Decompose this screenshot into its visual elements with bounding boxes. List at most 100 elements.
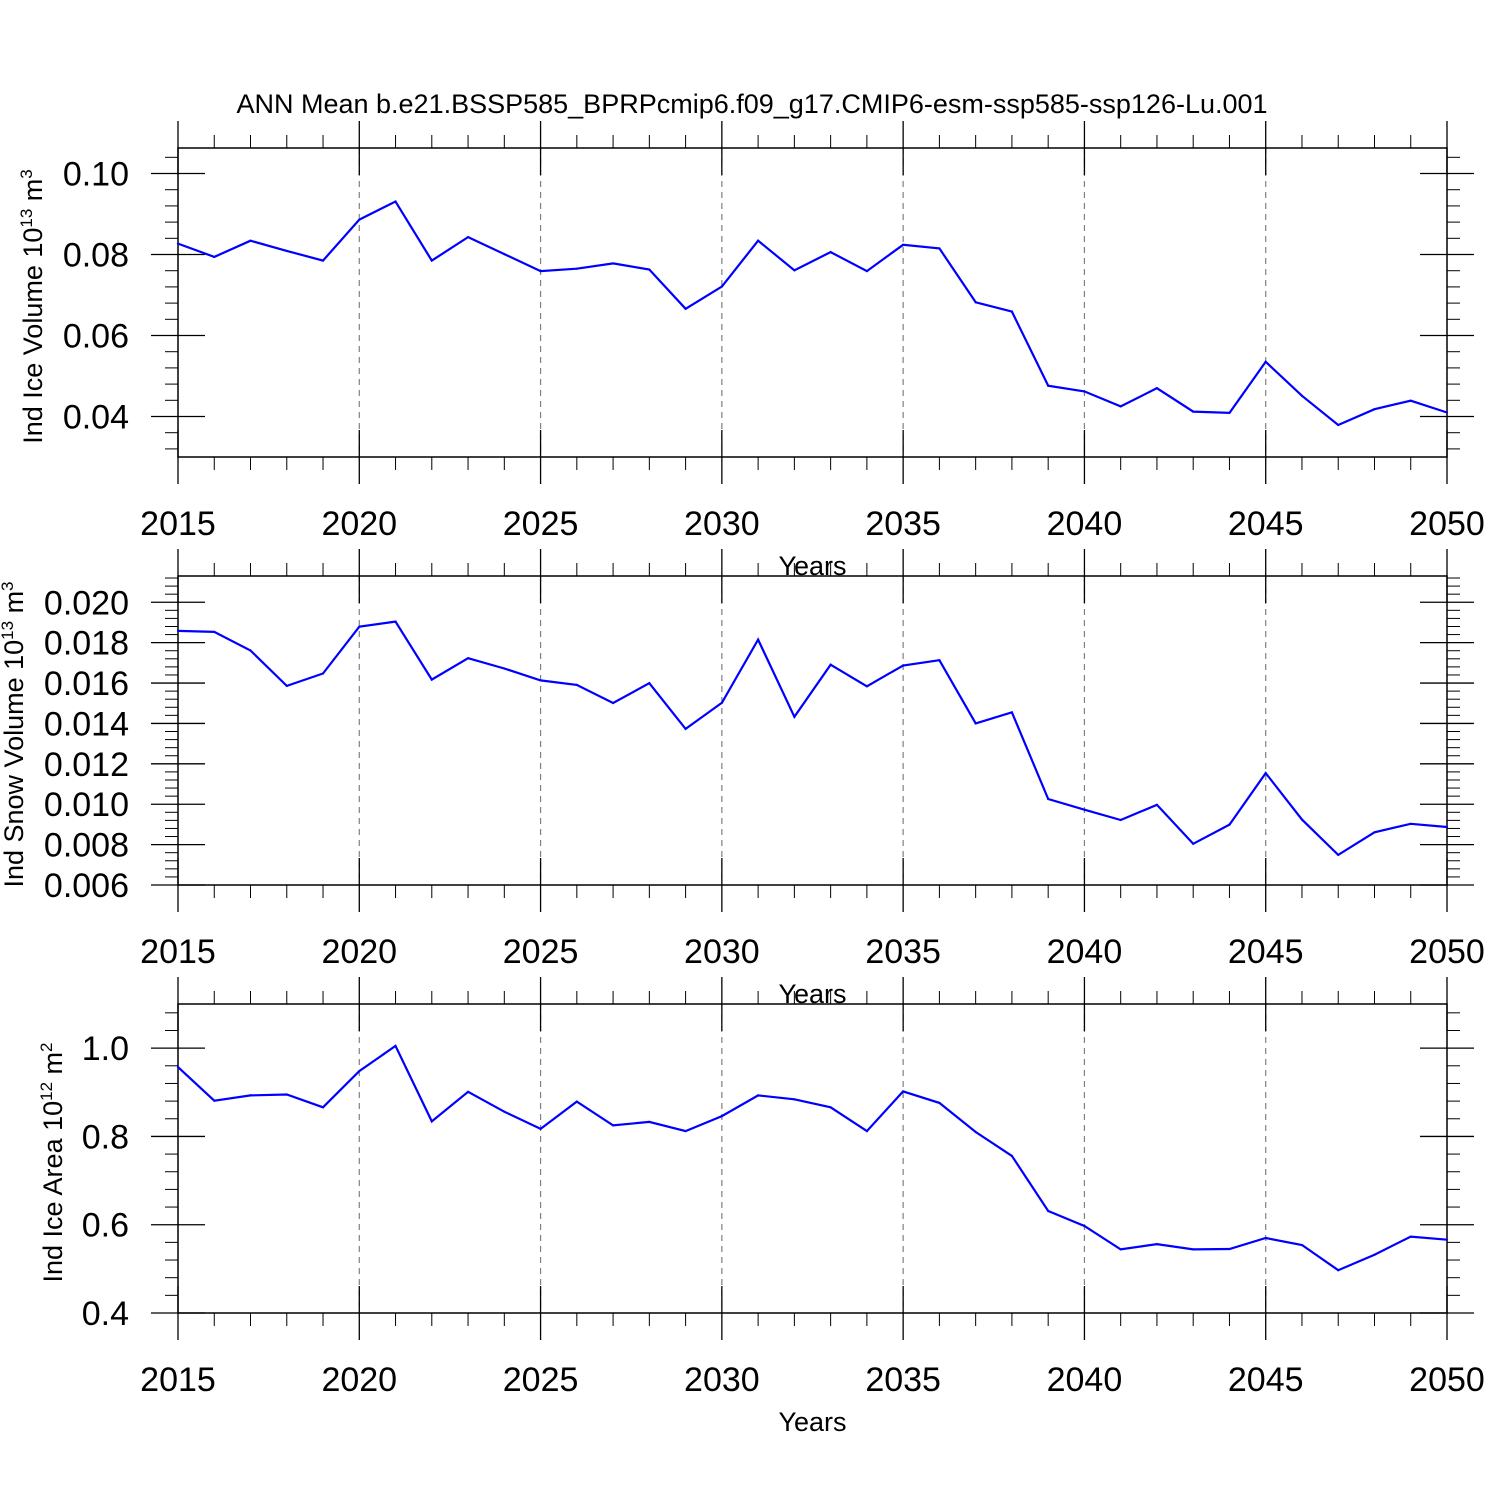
data-point: [285, 684, 288, 687]
y-tick-label: 0.012: [44, 746, 129, 784]
x-axis-label: Years: [778, 1407, 846, 1437]
data-point: [974, 301, 977, 304]
data-point: [285, 1093, 288, 1096]
plot-frame: [177, 147, 1448, 458]
data-point: [1083, 1224, 1086, 1228]
data-point: [1300, 1243, 1304, 1247]
data-point: [394, 620, 397, 623]
data-point: [757, 1094, 760, 1097]
data-point: [720, 1115, 723, 1118]
data-point: [539, 679, 542, 682]
x-tick-label: 2030: [684, 933, 760, 971]
data-point: [829, 1106, 832, 1109]
data-point: [1228, 411, 1231, 414]
data-point: [902, 1090, 905, 1093]
x-tick-label: 2035: [865, 933, 941, 971]
data-point: [1409, 822, 1412, 825]
data-point: [1010, 310, 1014, 313]
data-point: [249, 649, 252, 652]
data-point: [1300, 394, 1304, 397]
data-point: [865, 1130, 868, 1133]
data-point: [1155, 803, 1159, 806]
x-tick-label: 2025: [503, 505, 579, 543]
data-point: [1264, 1236, 1267, 1240]
data-point: [539, 270, 542, 273]
y-tick-label: 0.06: [63, 318, 129, 356]
x-tick-label: 2040: [1047, 1361, 1123, 1399]
y-axis-label: Ind Snow Volume 1013 m3: [0, 581, 29, 887]
data-point: [213, 630, 216, 634]
data-point: [793, 1098, 796, 1101]
y-tick-label: 0.018: [44, 625, 129, 663]
data-point: [865, 685, 868, 688]
data-point: [684, 307, 687, 310]
y-tick-label: 0.04: [63, 399, 129, 437]
data-point: [1264, 772, 1267, 775]
data-point: [1337, 853, 1340, 857]
data-point: [539, 1127, 542, 1131]
data-point: [1373, 1253, 1376, 1256]
x-tick-label: 2020: [321, 505, 397, 543]
data-point: [1119, 818, 1122, 822]
data-point: [1445, 825, 1449, 829]
x-tick-label: 2025: [503, 1361, 579, 1399]
data-point: [1192, 410, 1195, 413]
x-tick-label: 2050: [1409, 1361, 1485, 1399]
y-axis-label-unit: m: [0, 591, 29, 621]
y-axis-label-text: Ind Snow Volume 10: [0, 640, 29, 888]
y-axis-label: Ind Ice Volume 1013 m3: [17, 169, 48, 444]
data-point: [611, 701, 615, 705]
data-point: [1228, 1247, 1231, 1251]
data-point: [648, 682, 651, 685]
data-point: [430, 1120, 433, 1123]
data-point: [611, 262, 615, 265]
data-point: [865, 270, 868, 273]
y-tick-label: 0.014: [44, 705, 129, 743]
data-point: [1010, 711, 1014, 714]
data-point: [648, 1120, 651, 1123]
data-point: [176, 1066, 180, 1069]
data-point: [466, 657, 470, 660]
x-tick-label: 2045: [1228, 505, 1304, 543]
series-line-ice-volume: [177, 200, 1448, 427]
y-axis-label-unit-exponent: 2: [37, 1042, 56, 1051]
series-line-snow-volume: [177, 620, 1448, 857]
data-point: [757, 239, 760, 242]
y-axis-label-unit: m: [18, 179, 48, 209]
data-point: [213, 1099, 216, 1102]
data-point: [611, 1124, 615, 1127]
y-tick-label: 0.08: [63, 237, 129, 275]
data-point: [503, 253, 506, 256]
data-point: [575, 683, 578, 686]
data-point: [466, 1090, 470, 1093]
data-point: [321, 259, 325, 262]
data-point: [1409, 399, 1412, 402]
plot-frame: [177, 575, 1448, 886]
y-tick-label: 0.4: [82, 1295, 129, 1333]
data-point: [575, 1100, 578, 1103]
data-point: [793, 269, 796, 272]
y-tick-label: 0.020: [44, 584, 129, 622]
y-tick-label: 0.008: [44, 827, 129, 865]
data-point: [1047, 1209, 1050, 1213]
data-point: [938, 247, 941, 250]
data-point: [176, 242, 180, 245]
panel-ice-area: 2015 2020 2025 2030 2035 2040 2045 2050 0.4 0.6 0.…: [37, 977, 1485, 1437]
y-tick-label: 0.10: [63, 156, 129, 194]
x-tick-label: 2035: [865, 505, 941, 543]
data-point: [503, 667, 506, 670]
x-tick-label: 2030: [684, 505, 760, 543]
data-point: [321, 672, 325, 675]
data-point: [176, 629, 180, 633]
y-axis-label-text: Ind Ice Area 10: [38, 1101, 68, 1283]
x-tick-label: 2045: [1228, 933, 1304, 971]
x-tick-label: 2040: [1047, 933, 1123, 971]
data-point: [1119, 1248, 1122, 1251]
x-tick-label: 2025: [503, 933, 579, 971]
data-point: [358, 1069, 361, 1073]
data-point: [1083, 390, 1086, 393]
data-point: [684, 1130, 687, 1133]
data-point: [285, 249, 288, 252]
data-point: [358, 625, 361, 628]
data-point: [1047, 797, 1050, 801]
